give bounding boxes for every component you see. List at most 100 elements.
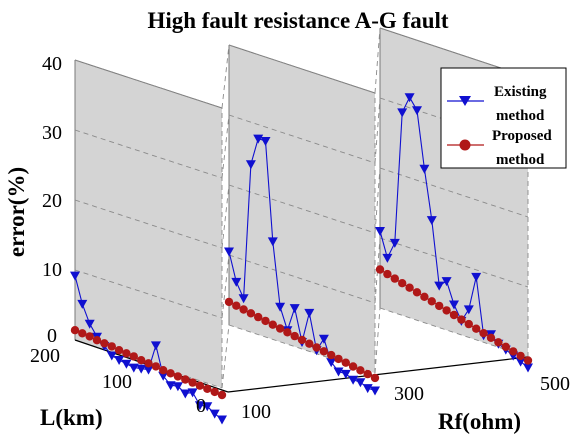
legend-existing-marker <box>459 96 471 106</box>
series-1-point-rf300-13 <box>319 347 329 356</box>
series-1-point-rf500-16 <box>494 338 503 347</box>
gridline-link-z40-1 <box>374 27 381 94</box>
series-0-point-rf500-9 <box>441 277 452 287</box>
series-0-point-rf100-15 <box>180 389 191 399</box>
series-1-point-rf500-5 <box>412 288 422 297</box>
series-0-point-rf500-10 <box>449 300 459 310</box>
gridline-z10-pane1 <box>228 254 376 304</box>
gridline-z30-pane1 <box>228 114 376 164</box>
z-tick-label-1: 10 <box>42 259 62 281</box>
gridline-link-z40-0 <box>221 44 230 109</box>
z-tick-label-2: 20 <box>42 190 62 212</box>
series-1-point-rf100-15 <box>181 375 190 384</box>
series-1-point-rf300-15 <box>334 354 343 364</box>
series-0-point-rf100-17 <box>194 401 205 411</box>
series-0-point-rf100-20 <box>217 415 227 425</box>
floor-rf-axis <box>227 356 529 393</box>
gridline-z40-pane1 <box>228 44 376 94</box>
series-0-point-rf100-1 <box>77 299 88 309</box>
series-0-point-rf300-19 <box>362 384 373 394</box>
series-1-point-rf500-4 <box>405 283 414 292</box>
series-1-point-rf500-18 <box>509 347 518 356</box>
z-tick-label-3: 30 <box>42 122 62 144</box>
series-0-point-rf300-15 <box>333 367 344 377</box>
series-1-point-rf500-15 <box>486 333 496 342</box>
series-1-point-rf100-10 <box>144 359 153 368</box>
series-0-point-rf500-4 <box>404 93 415 103</box>
series-1-point-rf500-14 <box>479 329 488 338</box>
series-1-point-rf300-8 <box>283 328 292 337</box>
series-1-point-rf300-0 <box>224 297 234 307</box>
series-1-point-rf100-12 <box>159 366 168 375</box>
legend-proposed-label-2: method <box>496 152 545 168</box>
gridline-z20-pane0 <box>74 199 223 249</box>
series-1-point-rf100-4 <box>100 339 109 348</box>
series-1-point-rf100-1 <box>78 329 87 338</box>
series-0-point-rf100-10 <box>143 365 154 375</box>
series-0-point-rf300-4 <box>253 134 264 144</box>
legend-proposed-label-1: Proposed <box>492 128 552 144</box>
series-0-point-rf100-11 <box>150 341 161 351</box>
series-0-point-rf300-5 <box>260 137 271 146</box>
series-0-point-rf300-14 <box>326 358 337 368</box>
l-tick-label-1: 100 <box>102 371 132 393</box>
series-0-point-rf300-13 <box>318 334 329 344</box>
series-0-point-rf300-6 <box>267 237 278 247</box>
series-1-point-rf300-19 <box>363 369 372 379</box>
series-1-point-rf100-0 <box>70 326 80 335</box>
series-1-point-rf100-7 <box>122 349 131 358</box>
series-0-point-rf100-8 <box>128 363 139 373</box>
series-0-point-rf100-6 <box>114 356 125 365</box>
gridline-z10-pane2 <box>379 237 529 288</box>
series-1-point-rf500-6 <box>420 292 429 301</box>
series-1-point-rf100-18 <box>203 384 212 393</box>
series-0-point-rf100-7 <box>121 359 132 369</box>
series-1-point-rf500-8 <box>435 301 444 311</box>
chart-title: High fault resistance A-G fault <box>147 8 448 33</box>
rf-tick-label-2: 500 <box>540 373 570 395</box>
series-0-point-rf300-1 <box>231 277 242 287</box>
gridline-link-z30-0 <box>221 114 230 179</box>
series-1-point-rf100-19 <box>210 387 219 397</box>
series-1-point-rf300-10 <box>297 335 307 345</box>
series-1-point-rf500-10 <box>449 310 459 320</box>
series-1-point-rf100-20 <box>217 390 227 400</box>
series-0-point-rf300-3 <box>245 160 256 170</box>
legend: Existing method Proposed method <box>440 67 567 169</box>
series-0-point-rf100-16 <box>187 388 198 398</box>
gridline-link-z30-1 <box>374 97 381 164</box>
series-1-point-rf100-13 <box>166 369 175 378</box>
series-0-point-rf500-5 <box>412 106 422 116</box>
series-1-point-rf300-9 <box>290 331 299 341</box>
series-1-point-rf500-9 <box>442 306 451 315</box>
legend-existing-label-2: method <box>496 108 545 124</box>
series-0-point-rf500-13 <box>471 272 482 282</box>
series-1-point-rf300-5 <box>261 316 270 326</box>
series-0-point-rf500-20 <box>523 363 533 373</box>
series-1-point-rf100-3 <box>92 336 102 345</box>
series-0-point-rf300-17 <box>348 375 359 385</box>
series-1-point-rf100-16 <box>188 378 197 387</box>
series-1-point-rf500-7 <box>427 297 436 306</box>
series-0-point-rf500-7 <box>426 216 437 226</box>
series-0-point-rf500-19 <box>515 357 526 367</box>
series-1-point-rf100-17 <box>195 381 205 390</box>
gridline-z10-pane0 <box>74 269 223 319</box>
x-axis-label: L(km) <box>40 405 103 430</box>
gridline-link-z10-0 <box>221 254 230 319</box>
series-1-point-rf500-20 <box>523 356 533 365</box>
series-0-point-rf100-19 <box>209 409 220 419</box>
series-0-point-rf300-0 <box>224 247 234 257</box>
gridline-link-z0-0 <box>221 324 230 389</box>
series-1-point-rf300-11 <box>305 339 314 348</box>
series-0-point-rf100-0 <box>70 271 80 281</box>
series-1-point-rf300-3 <box>246 309 256 318</box>
series-0-point-rf300-11 <box>304 308 315 318</box>
series-1-point-rf100-9 <box>137 356 146 365</box>
gridline-link-z20-0 <box>221 184 230 249</box>
series-0-point-rf500-8 <box>434 281 445 291</box>
series-1-point-rf100-11 <box>151 362 161 371</box>
y-axis-label: Rf(ohm) <box>438 409 521 434</box>
series-0-point-rf100-12 <box>158 371 169 381</box>
